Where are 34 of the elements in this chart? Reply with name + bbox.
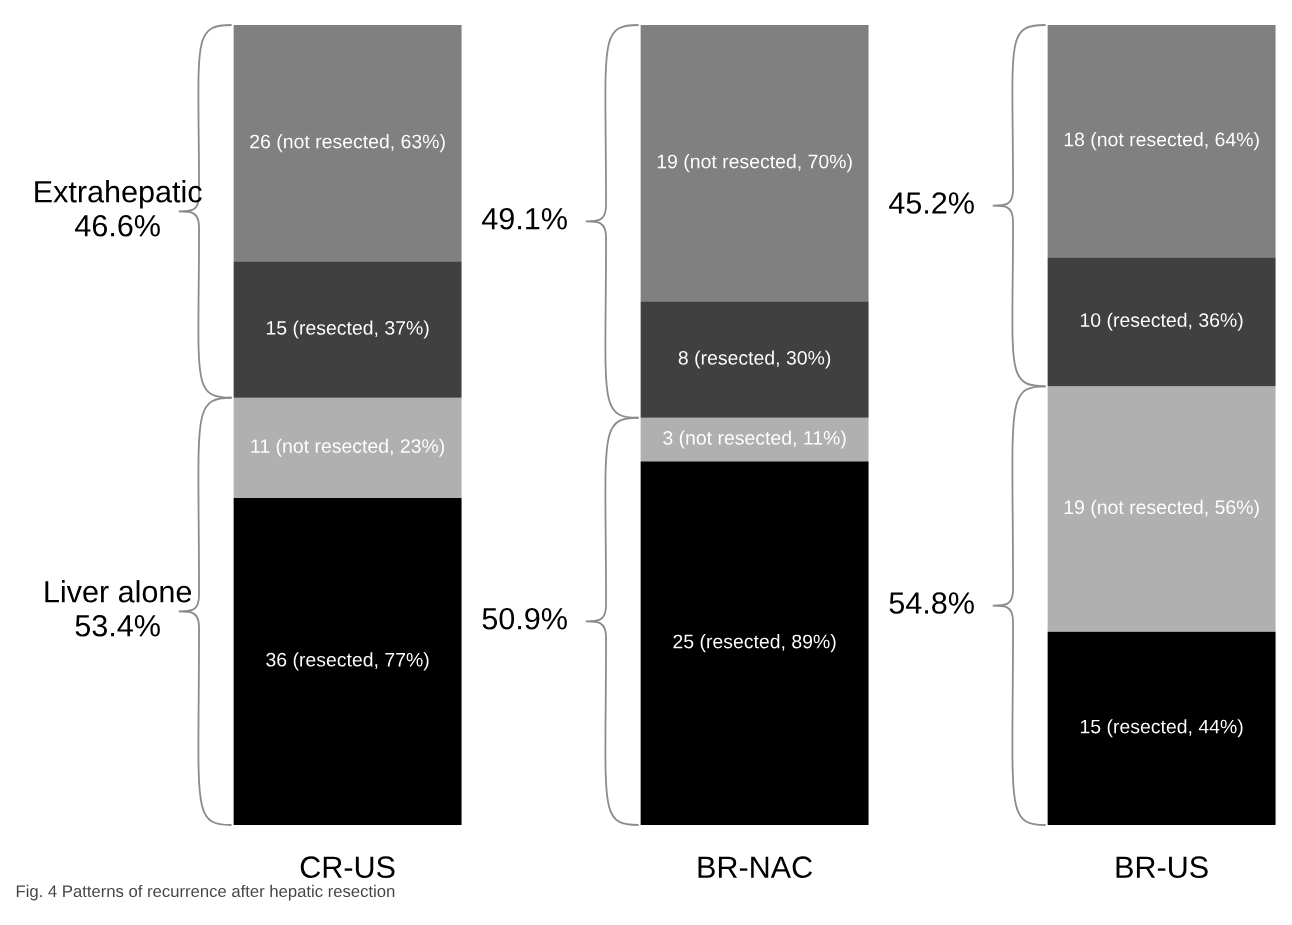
bar xyxy=(640,301,869,418)
bar xyxy=(233,261,462,398)
data-label: 3 (not resected, 11%) xyxy=(663,430,846,449)
text: Liver alone 53.4% xyxy=(45,580,192,637)
x-tick-label: BR-NAC xyxy=(698,856,812,878)
data-label: 8 (resected, 30%) xyxy=(678,350,831,369)
text: Extrahepatic 46.6% xyxy=(35,180,202,237)
bar xyxy=(233,497,462,825)
data-label: 25 (resected, 89%) xyxy=(673,634,836,653)
caption: Fig. 4 Patterns of recurrence after hepatic resection xyxy=(16,884,395,901)
bar xyxy=(640,461,869,825)
text: 50.9% xyxy=(482,607,567,630)
bar xyxy=(640,25,869,302)
text: 49.1% xyxy=(482,207,567,230)
data-label: 15 (resected, 37%) xyxy=(266,320,429,339)
data-label: 36 (resected, 77%) xyxy=(266,652,429,671)
x-tick-label: BR-US xyxy=(1116,856,1208,878)
data-label: 10 (resected, 36%) xyxy=(1080,312,1243,331)
data-label: 15 (resected, 44%) xyxy=(1080,719,1243,738)
data-label: 11 (not resected, 23%) xyxy=(251,438,445,457)
bar xyxy=(1047,25,1276,258)
data-label: 19 (not resected, 70%) xyxy=(657,154,852,173)
bar xyxy=(233,25,462,262)
bar xyxy=(1047,386,1276,632)
text: 45.2% xyxy=(889,192,974,214)
data-label: 18 (not resected, 64%) xyxy=(1064,132,1259,151)
bar xyxy=(640,417,869,462)
data-label: 19 (not resected, 56%) xyxy=(1064,499,1259,518)
x-tick-label: CR-US xyxy=(300,856,395,878)
bar xyxy=(1047,257,1276,387)
bar xyxy=(233,397,462,498)
bar xyxy=(1047,631,1276,825)
data-label: 26 (not resected, 63%) xyxy=(250,134,445,153)
text: 54.8% xyxy=(889,592,974,614)
